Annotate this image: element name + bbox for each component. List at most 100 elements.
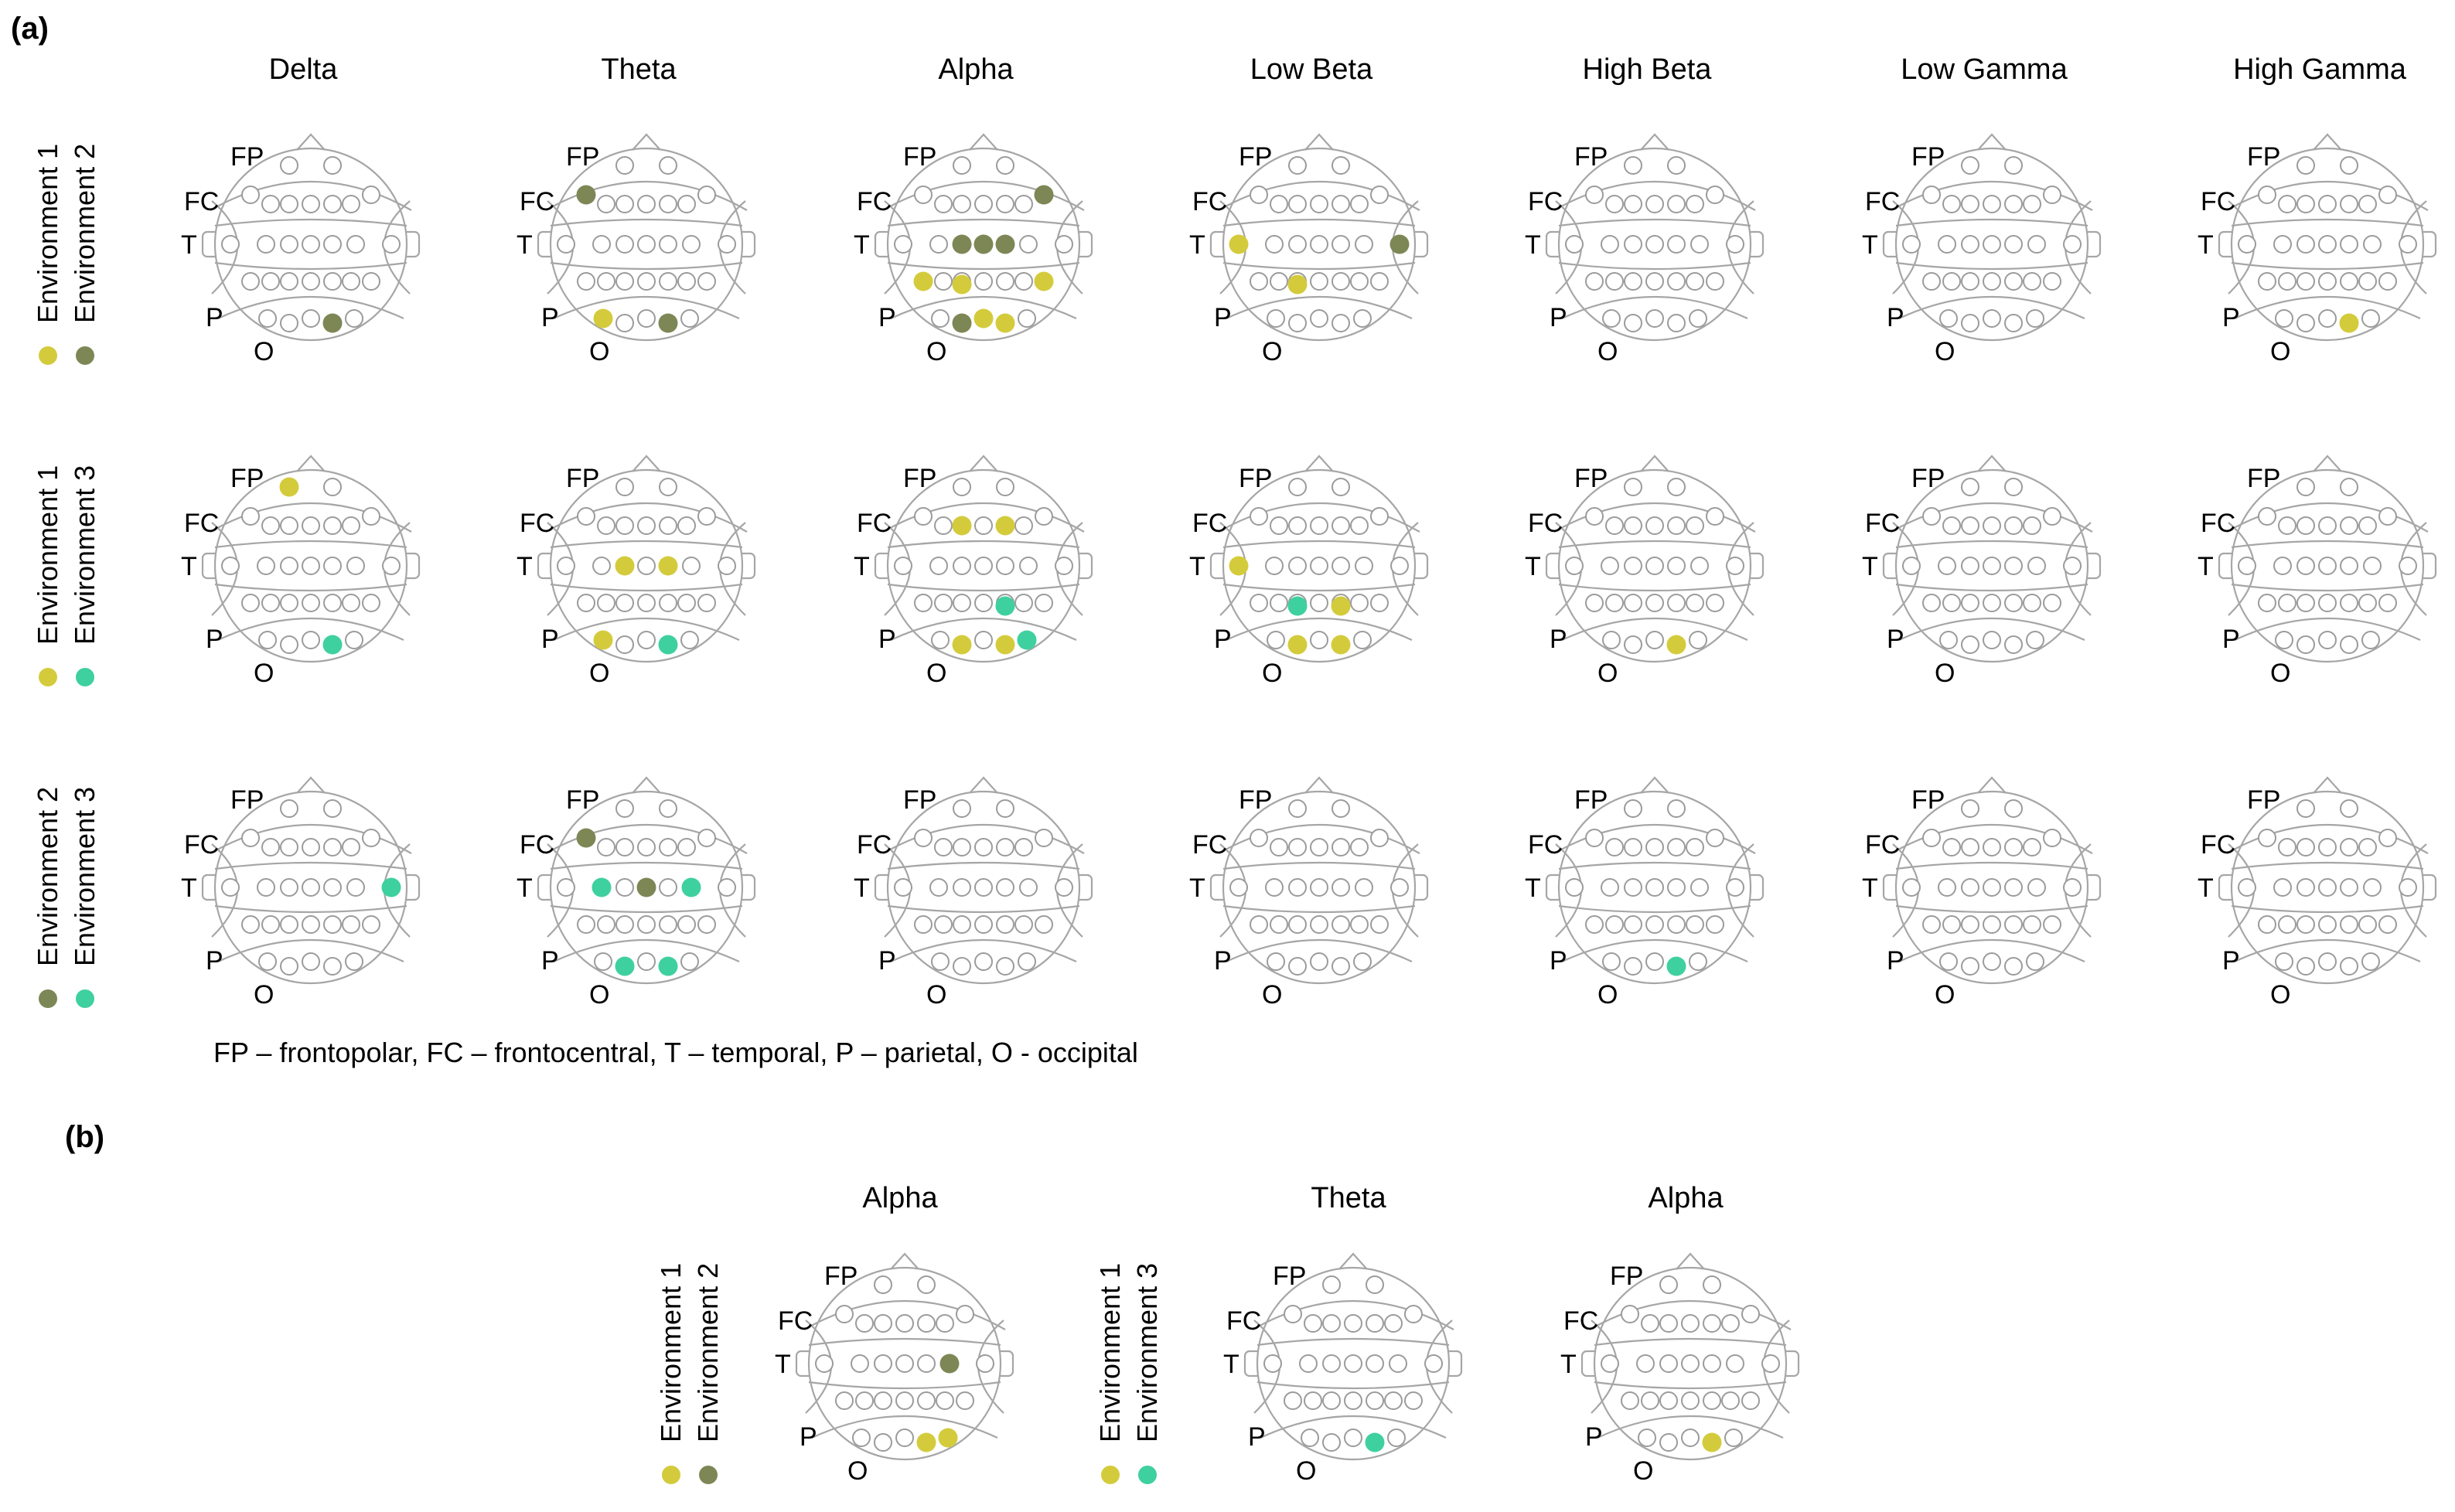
- electrode: [1961, 516, 1979, 535]
- active-electrode: [279, 477, 299, 497]
- active-electrode: [952, 234, 972, 254]
- label-fp: FP: [1574, 464, 1608, 493]
- right-ear-outline: [742, 552, 756, 580]
- active-electrode: [658, 956, 678, 976]
- fc-arc: [882, 502, 1085, 533]
- electrode: [1645, 915, 1664, 934]
- right-ear-outline: [742, 873, 756, 901]
- active-electrode: [593, 308, 613, 329]
- electrode: [280, 878, 298, 897]
- electrode: [697, 507, 716, 526]
- fc-t-arc: [214, 218, 407, 227]
- electrode: [2004, 915, 2023, 934]
- electrode: [323, 272, 342, 291]
- electrode: [1645, 557, 1664, 575]
- electrode: [1681, 1391, 1700, 1410]
- electrode: [1983, 838, 2001, 856]
- electrode: [996, 272, 1014, 291]
- head-row0-5: FP FC T P O: [1862, 133, 2102, 366]
- head-outline: [1222, 468, 1417, 663]
- electrode: [1250, 915, 1268, 934]
- t-p-arc: [1222, 583, 1416, 592]
- electrode: [1686, 915, 1704, 934]
- left-ear-outline: [537, 552, 551, 580]
- electrode: [2378, 594, 2397, 612]
- electrode: [257, 235, 275, 254]
- electrode: [1961, 878, 1979, 897]
- label-fc: FC: [184, 830, 219, 860]
- electrode: [362, 829, 380, 847]
- label-o: O: [1296, 1456, 1316, 1486]
- electrode: [974, 838, 993, 856]
- electrode: [1370, 272, 1389, 291]
- electrode: [914, 594, 933, 612]
- electrode: [1624, 478, 1642, 496]
- electrode: [697, 915, 716, 934]
- electrode: [1229, 878, 1248, 897]
- electrode: [597, 838, 615, 856]
- head-row0-0: FP FC T P O: [181, 133, 421, 366]
- head-row2-0: FP FC T P O: [181, 776, 421, 1010]
- panel-b-group-1: Environment 1 Environment 3ThetaFPFCTPOAl…: [1094, 1182, 1800, 1486]
- electrode: [1645, 195, 1664, 213]
- label-fp: FP: [566, 464, 599, 493]
- electrode: [592, 557, 611, 575]
- electrode: [597, 516, 615, 535]
- label-t: T: [854, 873, 870, 903]
- p-arc: [1226, 295, 1413, 319]
- band-headers: Delta Theta Alpha Low Beta High Beta Low Gamm…: [269, 53, 2407, 86]
- electrode: [974, 631, 993, 649]
- electrode: [956, 1305, 974, 1323]
- electrode: [302, 915, 320, 934]
- electrode: [659, 478, 677, 496]
- head-row2-1: FP FC T PO: [517, 776, 756, 1010]
- electrode: [1942, 915, 1961, 934]
- electrode: [1961, 594, 1979, 612]
- electrode: [1602, 952, 1621, 971]
- electrode: [302, 594, 320, 612]
- electrode: [1983, 915, 2001, 934]
- right-ear-outline: [1079, 230, 1093, 258]
- panel-b-group-0: Environment 1 Environment 2 Alpha FP FC T PO: [655, 1182, 1014, 1486]
- electrode: [1624, 915, 1642, 934]
- electrode: [2340, 478, 2358, 496]
- electrode: [2278, 272, 2296, 291]
- electrode: [1961, 235, 1979, 254]
- label-o: O: [1597, 659, 1618, 688]
- right-ear-outline: [1079, 552, 1093, 580]
- electrode: [677, 195, 696, 213]
- left-ear-outline: [1882, 230, 1896, 258]
- active-electrode: [913, 271, 933, 291]
- electrode: [1389, 1354, 1407, 1373]
- electrode: [1645, 516, 1664, 535]
- electrode: [2258, 186, 2276, 204]
- electrode: [697, 272, 716, 291]
- fc-arc: [2226, 181, 2429, 211]
- electrode: [557, 557, 575, 575]
- t-p-arc: [550, 583, 743, 592]
- electrode: [1667, 915, 1686, 934]
- electrode: [1645, 272, 1664, 291]
- head-outline: [2230, 468, 2425, 663]
- label-p: P: [206, 303, 223, 332]
- label-fp: FP: [1911, 785, 1945, 815]
- electrode: [682, 557, 701, 575]
- fc-t-arc: [550, 861, 743, 870]
- electrode: [1902, 878, 1921, 897]
- electrode: [241, 915, 260, 934]
- electrode: [1902, 557, 1921, 575]
- electrode: [2340, 799, 2358, 818]
- fc-arc: [1218, 502, 1420, 533]
- electrode: [855, 1314, 874, 1333]
- electrode: [1366, 1275, 1384, 1294]
- band-header-b: Alpha: [1648, 1182, 1724, 1214]
- fc-arc: [545, 181, 748, 211]
- electrode: [1938, 878, 1956, 897]
- label-fp: FP: [230, 464, 264, 493]
- electrode: [557, 878, 575, 897]
- electrode: [1014, 915, 1033, 934]
- fc-t-arc: [1558, 218, 1751, 227]
- t-p-arc: [808, 1381, 1001, 1390]
- electrode: [936, 1391, 954, 1410]
